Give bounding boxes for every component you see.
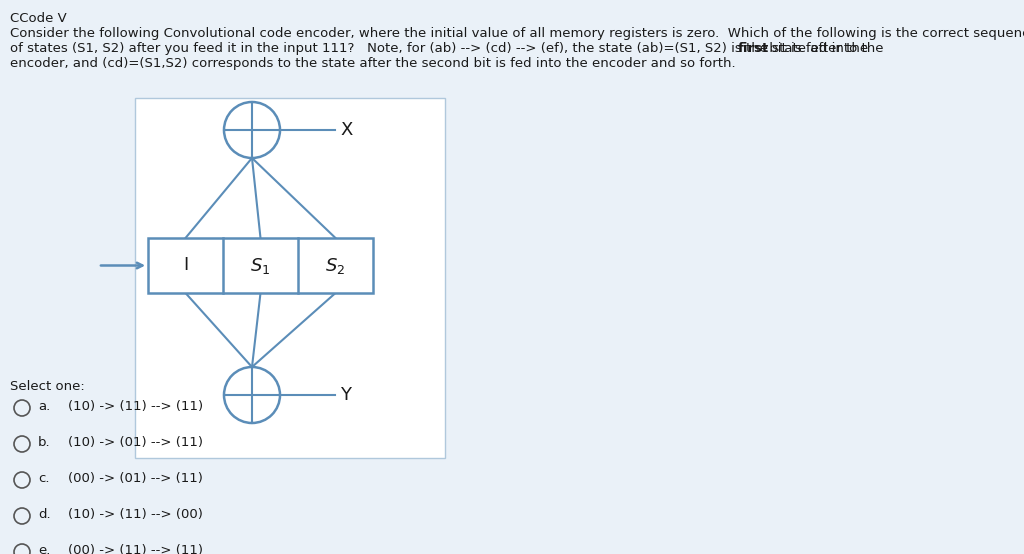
- Text: of states (S1, S2) after you feed it in the input 111?   Note, for (ab) --> (cd): of states (S1, S2) after you feed it in …: [10, 42, 872, 55]
- Text: e.: e.: [38, 544, 50, 554]
- Text: I: I: [183, 257, 188, 274]
- Text: encoder, and (cd)=(S1,S2) corresponds to the state after the second bit is fed i: encoder, and (cd)=(S1,S2) corresponds to…: [10, 57, 735, 70]
- Text: X: X: [340, 121, 352, 139]
- Text: Consider the following Convolutional code encoder, where the initial value of al: Consider the following Convolutional cod…: [10, 27, 1024, 40]
- Circle shape: [14, 508, 30, 524]
- Text: d.: d.: [38, 508, 50, 521]
- Text: first: first: [737, 42, 768, 55]
- Text: bit is fed into the: bit is fed into the: [765, 42, 884, 55]
- Circle shape: [14, 436, 30, 452]
- Circle shape: [14, 472, 30, 488]
- Text: (10) -> (01) --> (11): (10) -> (01) --> (11): [68, 436, 203, 449]
- Text: a.: a.: [38, 400, 50, 413]
- Text: $S_1$: $S_1$: [250, 255, 270, 275]
- Bar: [148, 238, 373, 293]
- Text: $S_2$: $S_2$: [326, 255, 345, 275]
- Circle shape: [14, 400, 30, 416]
- Text: b.: b.: [38, 436, 50, 449]
- Text: (00) -> (11) --> (11): (00) -> (11) --> (11): [68, 544, 203, 554]
- Text: Select one:: Select one:: [10, 380, 85, 393]
- Text: (10) -> (11) --> (00): (10) -> (11) --> (00): [68, 508, 203, 521]
- Text: (10) -> (11) --> (11): (10) -> (11) --> (11): [68, 400, 203, 413]
- Text: CCode V: CCode V: [10, 12, 67, 25]
- Circle shape: [224, 102, 280, 158]
- Text: c.: c.: [38, 472, 49, 485]
- Text: Y: Y: [340, 386, 351, 404]
- Circle shape: [14, 544, 30, 554]
- Circle shape: [224, 367, 280, 423]
- Text: (00) -> (01) --> (11): (00) -> (01) --> (11): [68, 472, 203, 485]
- Bar: [135, 98, 445, 458]
